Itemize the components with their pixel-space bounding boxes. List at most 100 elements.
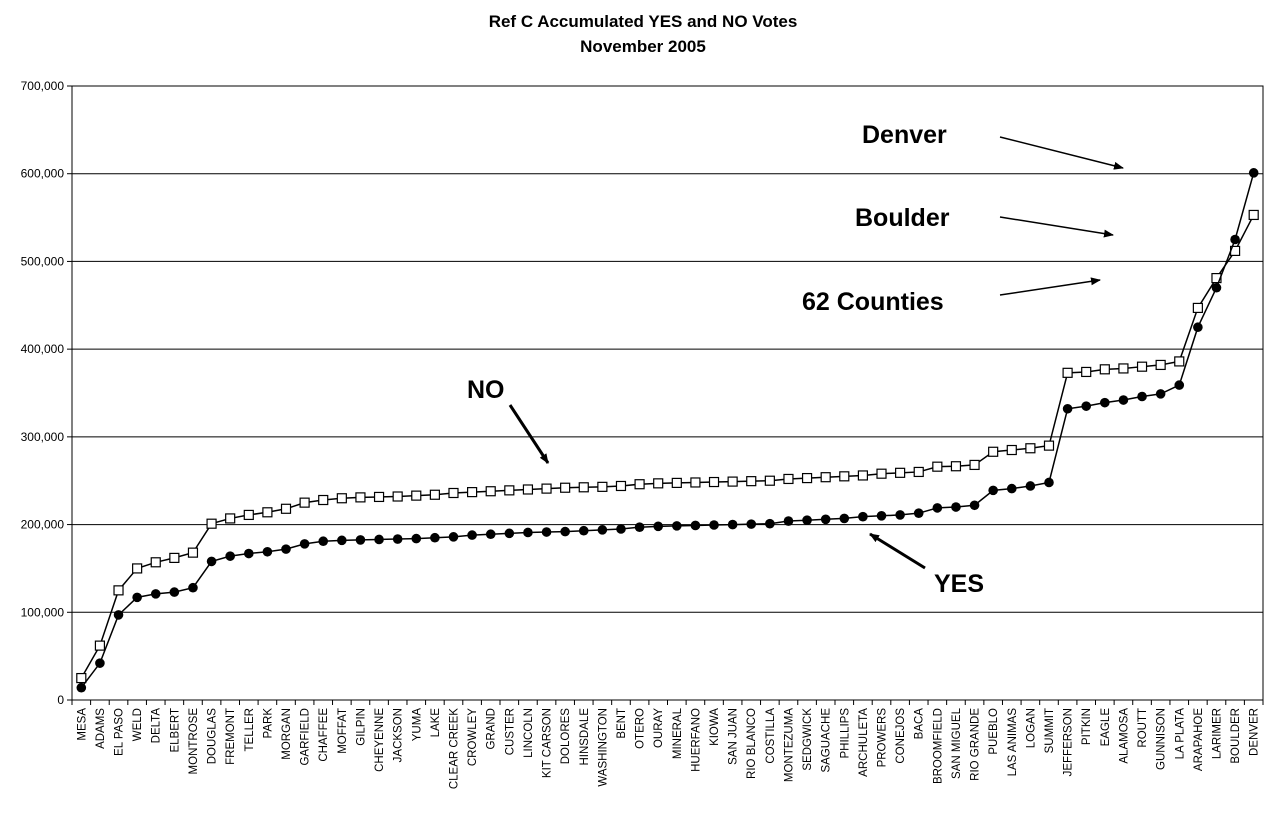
x-tick-label: LA PLATA (1174, 708, 1186, 760)
annotation-62-counties: 62 Counties (802, 288, 944, 316)
data-point (95, 658, 105, 668)
x-tick-label: TELLER (244, 708, 256, 751)
data-point (932, 503, 943, 513)
x-tick-label: CHAFFEE (318, 708, 330, 762)
x-tick-label: SUMMIT (1044, 708, 1056, 753)
data-point (1006, 483, 1017, 494)
data-point (988, 446, 999, 457)
x-tick-label: EL PASO (114, 708, 126, 756)
data-point (1211, 282, 1222, 293)
data-point (858, 511, 868, 522)
x-tick-label: WELD (132, 708, 144, 741)
annotation-boulder: Boulder (855, 204, 950, 232)
data-point (1062, 367, 1073, 378)
x-tick-label: MORGAN (281, 708, 293, 760)
x-tick-label: GILPIN (355, 708, 367, 746)
data-point (411, 490, 422, 501)
data-point (913, 508, 924, 518)
data-point (150, 557, 161, 568)
data-point (169, 552, 180, 564)
data-point (299, 539, 310, 549)
data-point (1136, 361, 1148, 372)
data-point (1006, 444, 1017, 456)
x-tick-label: BROOMFIELD (932, 708, 944, 784)
y-tick-label: 300,000 (21, 430, 65, 444)
x-tick-label: LOGAN (1025, 708, 1037, 748)
data-point (988, 485, 998, 496)
data-point (1155, 389, 1166, 399)
data-point (373, 491, 385, 503)
x-tick-label: SAN JUAN (728, 708, 740, 765)
y-tick-label: 600,000 (21, 167, 65, 181)
data-point (374, 534, 384, 545)
gridlines (72, 85, 1263, 701)
x-tick-label: GUNNISON (1156, 708, 1168, 770)
data-point (225, 513, 236, 524)
data-point (671, 477, 682, 489)
data-point (150, 589, 161, 599)
x-tick-label: SAN MIGUEL (951, 707, 963, 779)
data-point (1248, 168, 1259, 178)
annotation-no: NO (467, 376, 505, 404)
data-point (113, 585, 124, 596)
annotation-arrow-no (508, 404, 550, 464)
x-tick-label: LAS ANIMAS (1007, 708, 1019, 777)
data-point (932, 461, 943, 472)
x-tick-label: OURAY (653, 708, 665, 748)
chart-subtitle: November 2005 (580, 37, 706, 56)
x-tick-label: PARK (262, 708, 274, 739)
data-point (727, 476, 738, 487)
x-tick-label: LAKE (430, 708, 442, 738)
data-point (448, 487, 459, 499)
data-point (243, 509, 254, 521)
y-tick-label: 100,000 (21, 605, 65, 619)
data-point (578, 525, 589, 536)
data-point (541, 527, 552, 537)
data-point (746, 476, 757, 487)
data-point (541, 483, 552, 494)
data-point (1081, 401, 1092, 411)
data-point (578, 482, 589, 493)
data-point (206, 518, 217, 529)
data-point (504, 528, 515, 539)
data-point (467, 530, 477, 540)
data-point (1062, 403, 1073, 414)
y-tick-label: 500,000 (21, 254, 65, 268)
x-tick-label: CUSTER (504, 708, 516, 755)
data-point (1099, 364, 1110, 375)
annotation-arrow-62-counties (999, 277, 1101, 296)
data-point (857, 470, 868, 481)
data-point (969, 459, 980, 471)
data-point (485, 529, 496, 540)
data-point (262, 507, 273, 518)
x-tick-label: ADAMS (95, 708, 107, 749)
y-tick-label: 700,000 (21, 79, 65, 93)
x-tick-label: MOFFAT (337, 708, 349, 754)
x-tick-label: RIO GRANDE (970, 708, 982, 781)
data-point (653, 521, 663, 532)
annotation-yes: YES (934, 570, 984, 598)
x-tick-label: COSTILLA (765, 708, 777, 764)
data-point (1230, 234, 1240, 245)
data-point (1192, 302, 1203, 314)
data-point (1118, 395, 1129, 405)
data-point (504, 485, 515, 496)
data-point (392, 491, 403, 502)
x-tick-label: MESA (76, 708, 88, 741)
x-tick-label: CONEJOS (895, 708, 907, 764)
data-point (76, 672, 87, 684)
data-point (764, 475, 775, 486)
x-tick-label: ELBERT (169, 708, 181, 753)
x-tick-label: RIO BLANCO (746, 708, 758, 779)
annotation-arrow-boulder (999, 216, 1114, 238)
data-point (522, 484, 534, 495)
data-point (1100, 397, 1110, 408)
x-tick-label: ARCHULETA (858, 708, 870, 777)
data-point (337, 535, 347, 546)
data-point (951, 502, 961, 512)
data-point (411, 533, 422, 544)
x-tick-label: JEFFERSON (1063, 708, 1075, 776)
data-point (597, 525, 608, 535)
data-point (318, 536, 329, 547)
